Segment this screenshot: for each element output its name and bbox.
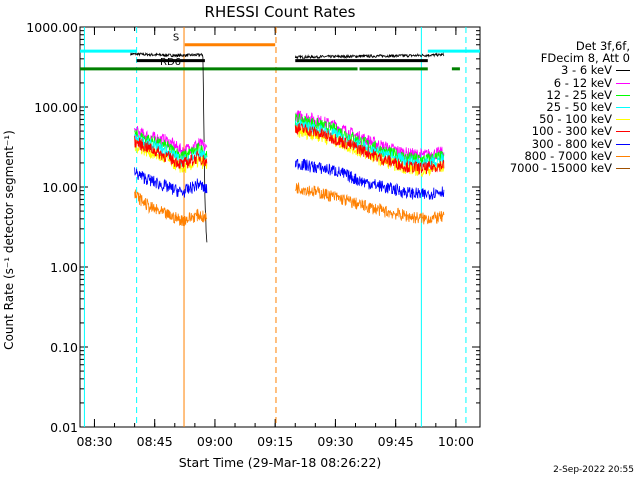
legend-item: 300 - 800 keV [480, 136, 630, 151]
legend-item-label: 3 - 6 keV [561, 63, 612, 78]
x-tick-label: 09:15 [257, 434, 293, 449]
x-tick-label: 08:30 [76, 434, 112, 449]
legend-item: 3 - 6 keV [480, 64, 630, 76]
legend-header-line-2: FDecim 8, Att 0 [540, 51, 630, 66]
y-tick-label: 1.00 [50, 260, 78, 275]
legend-item: 25 - 50 keV [480, 101, 630, 113]
legend-item: 800 - 7000 keV [480, 150, 630, 162]
series-line [294, 52, 445, 60]
series-line [294, 158, 445, 200]
legend: Det 3f,6f, FDecim 8, Att 0 3 - 6 keV 6 - … [480, 40, 630, 174]
y-tick-label: 0.01 [50, 420, 78, 435]
legend-item: 6 - 12 keV [480, 75, 630, 90]
y-tick-label: 10.00 [42, 180, 78, 195]
legend-swatch [616, 143, 630, 145]
state-bar-label: S [173, 33, 179, 44]
state-bar-label: RD6 [160, 57, 181, 68]
y-axis-label: Count Rate (s⁻¹ detector segment⁻¹) [2, 130, 16, 350]
legend-swatch [616, 94, 630, 96]
legend-header-line-1: Det 3f,6f, [575, 39, 630, 53]
y-tick-label: 0.10 [50, 340, 78, 355]
chart-title: RHESSI Count Rates [205, 3, 356, 21]
y-tick-label: 100.00 [34, 100, 78, 115]
legend-item: 12 - 25 keV [480, 89, 630, 101]
series-line [134, 135, 208, 169]
series-line [134, 189, 208, 227]
legend-item-label: 25 - 50 keV [546, 99, 612, 114]
legend-item-label: 100 - 300 keV [531, 124, 612, 139]
legend-item-label: 12 - 25 keV [546, 87, 612, 102]
x-tick-label: 09:30 [317, 434, 353, 449]
series-line [130, 51, 208, 243]
legend-item: 50 - 100 keV [480, 113, 630, 125]
legend-item-label: 800 - 7000 keV [524, 148, 612, 163]
legend-item: 7000 - 15000 keV [480, 162, 630, 174]
series-line [294, 122, 445, 176]
legend-item: 100 - 300 keV [480, 125, 630, 137]
legend-swatch [616, 155, 630, 157]
y-tick-label: 1000.00 [26, 20, 78, 35]
series-line [294, 182, 445, 225]
legend-item-label: 7000 - 15000 keV [509, 160, 612, 175]
x-tick-label: 10:00 [438, 434, 474, 449]
legend-swatch [616, 70, 630, 72]
x-tick-label: 09:00 [197, 434, 233, 449]
x-tick-label: 09:45 [378, 434, 414, 449]
legend-swatch [616, 119, 630, 121]
legend-item-label: 6 - 12 keV [553, 75, 612, 90]
legend-swatch [616, 82, 630, 84]
legend-swatch [616, 167, 630, 169]
legend-item-label: 50 - 100 keV [539, 112, 612, 127]
legend-item-label: 300 - 800 keV [531, 136, 612, 151]
plot-frame [79, 26, 481, 428]
x-tick-label: 08:45 [137, 434, 173, 449]
timestamp-footer: 2-Sep-2022 20:55 [553, 465, 634, 475]
x-axis-label: Start Time (29-Mar-18 08:26:22) [179, 455, 382, 470]
series-line [134, 126, 208, 157]
series-line [134, 167, 208, 198]
legend-swatch [616, 131, 630, 133]
legend-swatch [616, 106, 630, 108]
